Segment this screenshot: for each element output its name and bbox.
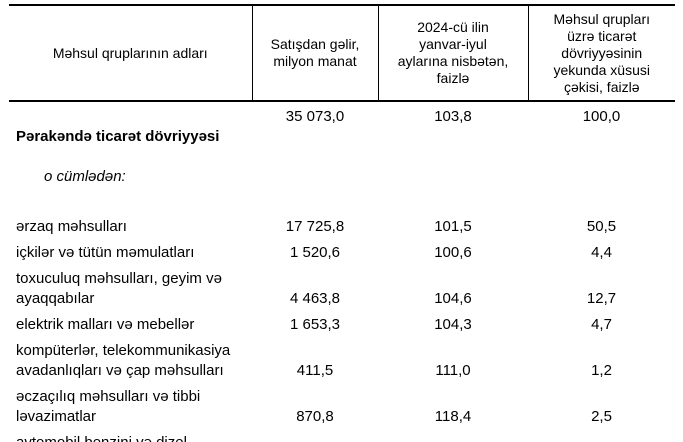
table-row: elektrik malları və mebellər 1 653,3 104… (9, 312, 675, 338)
share-value: 50,5 (586, 218, 617, 235)
table-row-total: Pərakəndə ticarət dövriyyəsi o cümlədən:… (9, 101, 675, 214)
change-value: 106,8 (378, 430, 528, 442)
change-value: 111,0 (435, 362, 471, 379)
product-label: kompüterlər, telekommunikasiya avadanlıq… (16, 342, 231, 379)
table-row: ərzaq məhsulları 17 725,8 101,5 50,5 (9, 214, 675, 240)
share-value: 4,4 (591, 244, 612, 261)
revenue-value: 2 101,6 (252, 430, 378, 442)
share-value: 100,0 (582, 108, 621, 125)
revenue-value: 1 653,3 (289, 316, 341, 333)
header-revenue: Satışdan gəlir, milyon manat (251, 4, 378, 102)
share-value: 1,2 (591, 362, 612, 379)
header-product-groups: Məhsul qruplarının adları (9, 4, 252, 102)
change-value: 103,8 (434, 108, 472, 125)
revenue-value: 1 520,6 (289, 244, 341, 261)
change-value: 104,3 (434, 316, 472, 333)
product-label: avtomobil benzini və dizel yanacağı (9, 430, 252, 442)
share-value: 2,5 (591, 408, 612, 425)
change-value: 100,6 (434, 244, 472, 261)
table-row: əczaçılıq məhsulları və tibbi ləvazimatl… (9, 384, 675, 430)
product-label: ərzaq məhsulları (16, 218, 127, 235)
header-share: Məhsul qrupları üzrə ticarət dövriyyəsin… (527, 4, 675, 102)
table-header-row: Məhsul qruplarının adları Satışdan gəlir… (9, 4, 675, 102)
revenue-value: 17 725,8 (285, 218, 345, 235)
change-value: 104,6 (434, 290, 472, 307)
table-row: kompüterlər, telekommunikasiya avadanlıq… (9, 338, 675, 384)
revenue-value: 411,5 (296, 362, 334, 379)
change-value: 101,5 (434, 218, 472, 235)
revenue-value: 35 073,0 (285, 108, 345, 125)
share-value: 12,7 (586, 290, 617, 307)
revenue-value: 4 463,8 (289, 290, 341, 307)
product-label: Pərakəndə ticarət dövriyyəsi (16, 128, 220, 145)
header-change: 2024-cü ilin yanvar-iyul aylarına nisbət… (377, 4, 528, 102)
revenue-value: 870,8 (296, 408, 334, 425)
share-value: 6,0 (528, 430, 675, 442)
product-label: əczaçılıq məhsulları və tibbi ləvazimatl… (16, 388, 201, 425)
product-label: içkilər və tütün məmulatları (16, 244, 195, 261)
change-value: 118,4 (434, 408, 472, 425)
table-row: avtomobil benzini və dizel yanacağı 2 10… (9, 430, 675, 442)
subnote-label: o cümlədən: (44, 168, 126, 185)
table-row: içkilər və tütün məmulatları 1 520,6 100… (9, 240, 675, 266)
retail-trade-table: Məhsul qruplarının adları Satışdan gəlir… (9, 4, 675, 442)
table-row: toxuculuq məhsulları, geyim və ayaqqabıl… (9, 266, 675, 312)
product-label: elektrik malları və mebellər (16, 316, 195, 333)
share-value: 4,7 (591, 316, 612, 333)
product-label: toxuculuq məhsulları, geyim və ayaqqabıl… (16, 270, 222, 307)
